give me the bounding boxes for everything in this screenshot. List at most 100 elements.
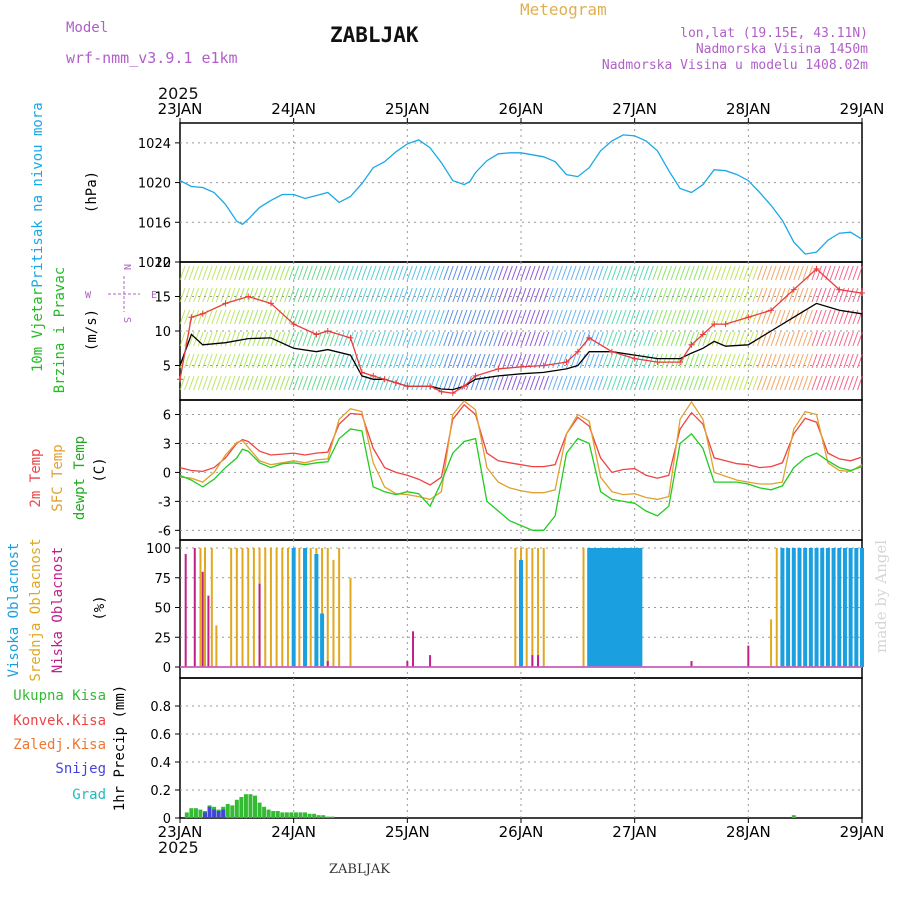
wind-barb-mark — [515, 309, 522, 325]
wind-barb-mark — [270, 287, 277, 303]
wind-barb-mark — [720, 309, 727, 325]
wind-barb-mark — [847, 287, 854, 303]
wind-barb-mark — [838, 309, 845, 325]
wind-barb-mark — [525, 309, 532, 325]
wind-barb-mark — [729, 287, 736, 303]
wind-barb-mark — [420, 287, 427, 303]
wind-barb-mark — [456, 265, 463, 281]
wind-barb-mark — [670, 353, 677, 369]
wind-barb-mark — [525, 287, 532, 303]
wind-barb-mark — [234, 265, 241, 281]
gust-marker — [404, 383, 411, 390]
wind-barb-mark — [215, 375, 222, 391]
wind-barb-mark — [334, 375, 341, 391]
wind-barb-mark — [220, 265, 227, 281]
wind-barb-mark — [729, 331, 736, 347]
wind-barb-mark — [179, 309, 186, 325]
wind-barb-mark — [552, 287, 559, 303]
wind-barb-mark — [506, 287, 513, 303]
wind-barb-mark — [770, 287, 777, 303]
wind-barb-mark — [311, 375, 318, 391]
wind-barb-mark — [647, 287, 654, 303]
wind-barb-mark — [784, 375, 791, 391]
wind-barb-mark — [415, 353, 422, 369]
wind-barb-mark — [206, 287, 213, 303]
wind-barb-mark — [797, 265, 804, 281]
wind-barb-mark — [666, 265, 672, 281]
wind-barb-mark — [361, 353, 368, 369]
wind-barb-mark — [852, 375, 859, 391]
precip-bar-precip_total — [330, 816, 335, 818]
wind-barb-mark — [716, 265, 722, 281]
wind-barb-mark — [429, 331, 436, 347]
wind-barb-mark — [752, 309, 759, 325]
year-bottom: 2025 — [158, 838, 199, 857]
wind-barb-mark — [397, 353, 404, 369]
wind-barb-mark — [625, 353, 632, 369]
x-tick-label-top: 28JAN — [726, 100, 771, 118]
wind-barb-mark — [584, 331, 591, 347]
wind-barb-mark — [475, 331, 482, 347]
wind-barb-mark — [506, 331, 513, 347]
wind-barb-mark — [402, 375, 409, 391]
y-tick-label-temp: 0 — [163, 466, 171, 481]
wind-barb-mark — [679, 265, 686, 281]
wind-barb-mark — [788, 331, 795, 347]
gust-marker — [461, 383, 468, 390]
wind-barb-mark — [543, 287, 550, 303]
wind-barb-mark — [793, 287, 800, 303]
wind-barb-mark — [447, 287, 454, 303]
wind-barb-mark — [538, 265, 545, 281]
x-tick-label-bottom: 28JAN — [726, 823, 771, 841]
wind-barb-mark — [666, 287, 672, 303]
wind-barb-mark — [565, 309, 572, 325]
gust-marker — [677, 359, 684, 366]
wind-barb-mark — [465, 287, 472, 303]
precip-bar-precip_total — [184, 812, 189, 818]
wind-barb-mark — [547, 287, 554, 303]
wind-barb-mark — [584, 309, 591, 325]
wind-barb-mark — [520, 309, 527, 325]
wind-barb-mark — [670, 375, 677, 391]
wind-barb-mark — [706, 375, 713, 391]
wind-barb-mark — [543, 375, 550, 391]
wind-barb-mark — [447, 375, 454, 391]
wind-barb-mark — [179, 265, 186, 281]
wind-barb-mark — [738, 353, 745, 369]
wind-barb-mark — [775, 353, 782, 369]
wind-barb-mark — [675, 353, 682, 369]
wind-barb-mark — [356, 309, 363, 325]
wind-barb-mark — [734, 265, 741, 281]
wind-barb-mark — [379, 331, 386, 347]
wind-barb-mark — [675, 375, 682, 391]
wind-barb-mark — [338, 309, 345, 325]
wind-barb-mark — [352, 265, 359, 281]
wind-barb-mark — [697, 375, 704, 391]
wind-barb-mark — [306, 265, 313, 281]
wind-barb-mark — [552, 309, 559, 325]
wind-barb-mark — [616, 287, 622, 303]
wind-barb-mark — [461, 309, 468, 325]
wind-barb-mark — [184, 353, 191, 369]
wind-barb-mark — [565, 375, 572, 391]
wind-barb-mark — [379, 287, 386, 303]
wind-barb-mark — [534, 375, 541, 391]
wind-barb-mark — [411, 353, 418, 369]
wind-barb-mark — [688, 309, 695, 325]
wind-barb-mark — [543, 331, 550, 347]
wind-barb-mark — [384, 375, 391, 391]
wind-barb-mark — [302, 375, 309, 391]
wind-barb-mark — [402, 309, 409, 325]
wind-barb-mark — [738, 287, 745, 303]
precip-bar-precip_total — [298, 812, 303, 818]
wind-barb-mark — [793, 265, 800, 281]
wind-barb-mark — [638, 265, 645, 281]
gust-marker — [563, 359, 570, 366]
wind-barb-mark — [784, 331, 791, 347]
wind-barb-mark — [261, 309, 268, 325]
wind-barb-mark — [638, 309, 645, 325]
wind-barb-mark — [529, 309, 536, 325]
ylabel-low-cloud: Niska Oblacnost — [50, 547, 66, 673]
ylabel-dew: dewpt Temp — [72, 436, 88, 520]
wind-barb-mark — [447, 265, 454, 281]
